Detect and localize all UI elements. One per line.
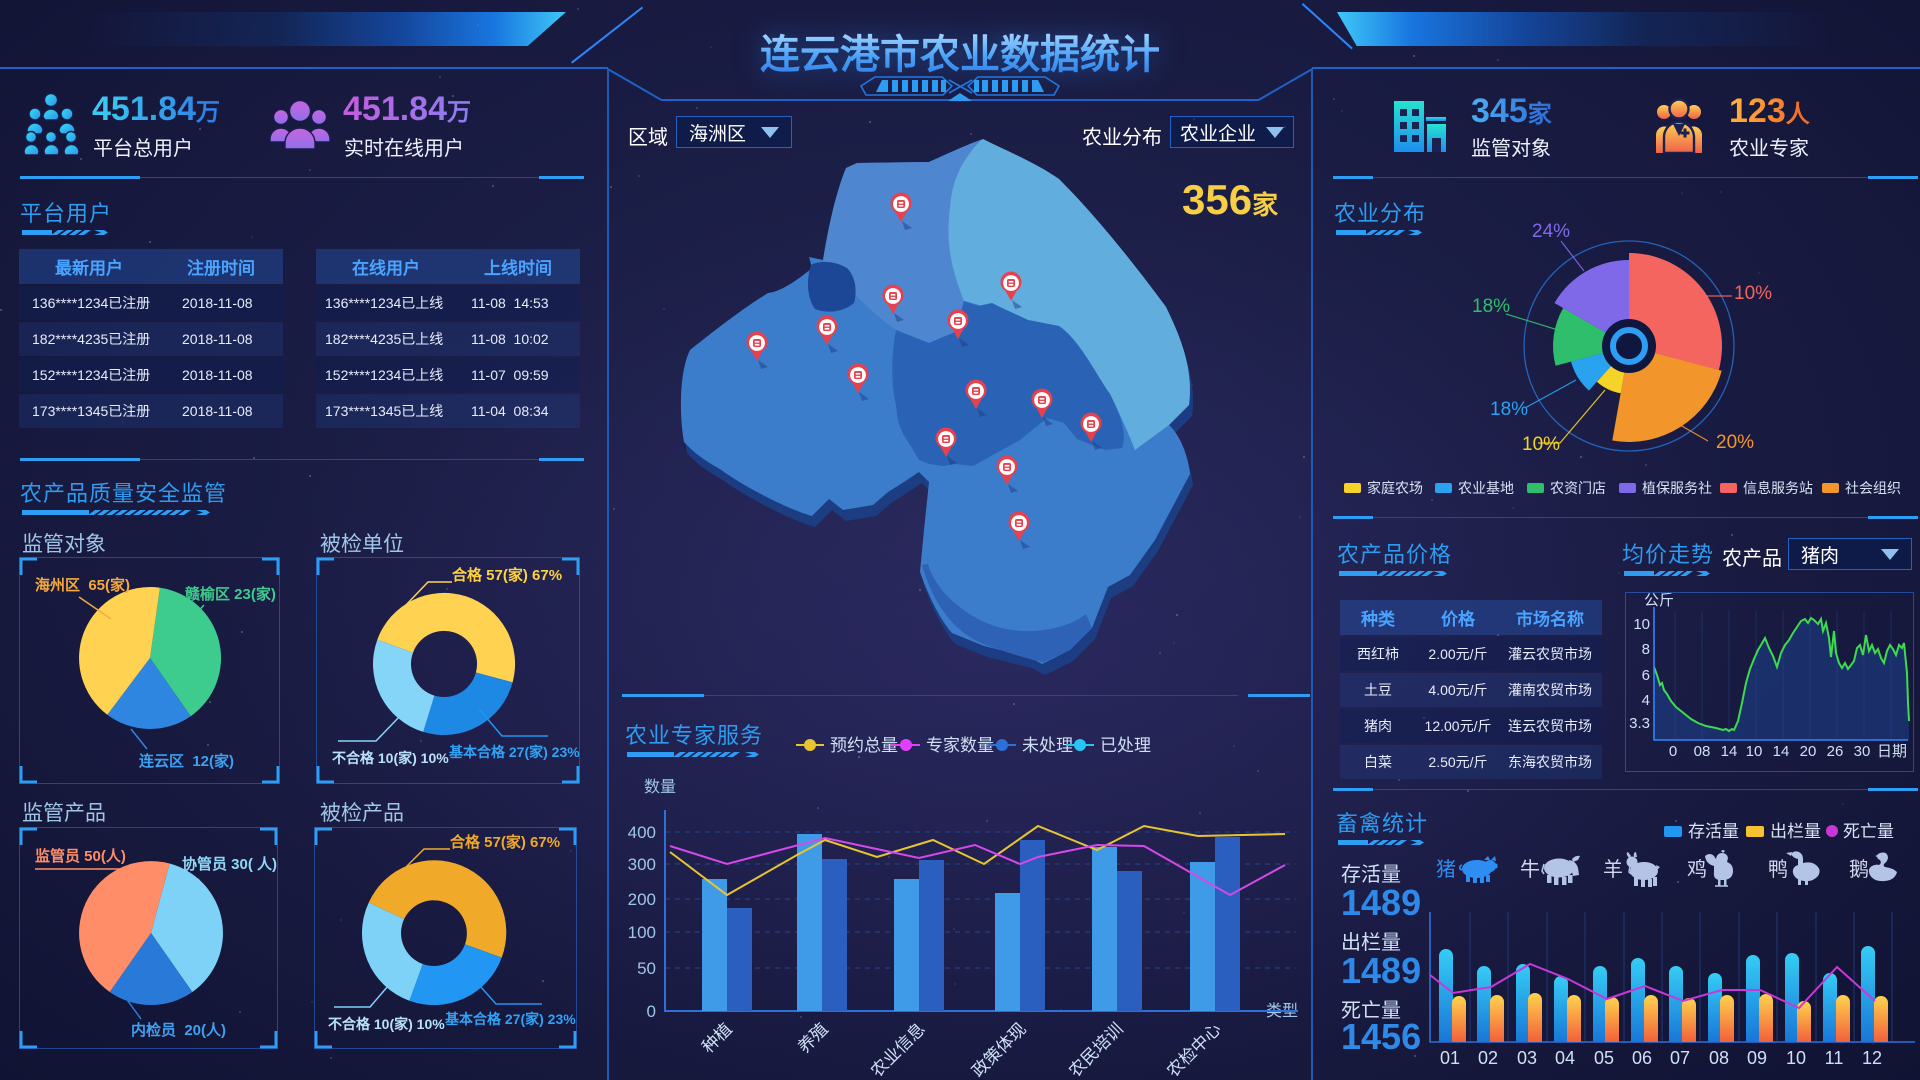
svg-text:基本合格 27(家) 23%: 基本合格 27(家) 23% — [449, 744, 580, 760]
svg-text:基本合格 27(家) 23%: 基本合格 27(家) 23% — [445, 1011, 576, 1027]
svg-text:10: 10 — [1633, 616, 1650, 633]
svg-text:预约总量: 预约总量 — [830, 736, 898, 755]
svg-text:100: 100 — [628, 923, 656, 942]
svg-text:养殖: 养殖 — [794, 1019, 831, 1056]
svg-text:出栏量: 出栏量 — [1770, 822, 1821, 841]
svg-text:合格 57(家) 67%: 合格 57(家) 67% — [451, 566, 562, 584]
svg-text:不合格 10(家) 10%: 不合格 10(家) 10% — [328, 1016, 445, 1032]
svg-text:02: 02 — [1478, 1048, 1498, 1068]
svg-text:已处理: 已处理 — [1100, 736, 1151, 755]
svg-text:公斤: 公斤 — [1644, 592, 1674, 609]
svg-text:鸡: 鸡 — [1687, 858, 1707, 881]
svg-text:合格 57(家) 67%: 合格 57(家) 67% — [449, 833, 560, 851]
svg-text:0: 0 — [1669, 743, 1677, 760]
svg-text:10: 10 — [1746, 743, 1763, 760]
svg-text:监管员 50(人): 监管员 50(人) — [35, 847, 126, 865]
svg-text:数量: 数量 — [644, 778, 676, 796]
svg-text:连云区 12(家): 连云区 12(家) — [139, 752, 234, 770]
svg-text:社会组织: 社会组织 — [1845, 480, 1901, 496]
svg-text:06: 06 — [1632, 1048, 1652, 1068]
svg-text:信息服务站: 信息服务站 — [1743, 480, 1813, 496]
svg-text:3.3: 3.3 — [1629, 715, 1650, 732]
svg-text:10%: 10% — [1734, 283, 1772, 304]
svg-text:10%: 10% — [1522, 434, 1560, 455]
svg-text:农业基地: 农业基地 — [1458, 480, 1514, 496]
svg-text:01: 01 — [1440, 1048, 1460, 1068]
svg-text:农业信息: 农业信息 — [867, 1019, 929, 1080]
svg-text:日期: 日期 — [1877, 743, 1907, 760]
svg-text:家庭农场: 家庭农场 — [1367, 480, 1423, 496]
svg-text:20: 20 — [1800, 743, 1817, 760]
svg-text:09: 09 — [1747, 1048, 1767, 1068]
svg-text:牛: 牛 — [1520, 858, 1540, 881]
svg-text:专家数量: 专家数量 — [926, 736, 994, 755]
svg-text:种植: 种植 — [698, 1019, 735, 1056]
svg-text:04: 04 — [1555, 1048, 1575, 1068]
svg-text:农检中心: 农检中心 — [1163, 1019, 1225, 1080]
svg-text:羊: 羊 — [1603, 858, 1623, 881]
svg-text:猪: 猪 — [1436, 858, 1456, 881]
svg-text:30: 30 — [1854, 743, 1871, 760]
svg-text:08: 08 — [1709, 1048, 1729, 1068]
svg-text:植保服务社: 植保服务社 — [1642, 480, 1712, 496]
svg-text:8: 8 — [1642, 641, 1650, 658]
svg-text:12: 12 — [1862, 1048, 1882, 1068]
svg-text:300: 300 — [628, 855, 656, 874]
svg-text:0: 0 — [647, 1002, 656, 1021]
svg-text:200: 200 — [628, 890, 656, 909]
svg-text:03: 03 — [1517, 1048, 1537, 1068]
svg-text:08: 08 — [1694, 743, 1711, 760]
svg-text:存活量: 存活量 — [1688, 822, 1739, 841]
svg-text:鸭: 鸭 — [1768, 858, 1788, 881]
svg-text:18%: 18% — [1472, 296, 1510, 317]
svg-text:10: 10 — [1786, 1048, 1806, 1068]
svg-text:400: 400 — [628, 823, 656, 842]
svg-text:26: 26 — [1827, 743, 1844, 760]
svg-text:政策体现: 政策体现 — [968, 1019, 1030, 1080]
svg-text:18%: 18% — [1490, 399, 1528, 420]
svg-text:未处理: 未处理 — [1022, 736, 1073, 755]
svg-text:协管员 30( 人): 协管员 30( 人) — [182, 855, 277, 873]
svg-text:农民培训: 农民培训 — [1065, 1019, 1127, 1080]
svg-text:20%: 20% — [1716, 432, 1754, 453]
svg-text:海州区 65(家): 海州区 65(家) — [35, 576, 130, 594]
svg-text:赣榆区 23(家): 赣榆区 23(家) — [185, 585, 276, 603]
svg-text:50: 50 — [637, 959, 656, 978]
svg-text:不合格 10(家) 10%: 不合格 10(家) 10% — [332, 750, 449, 766]
svg-text:死亡量: 死亡量 — [1843, 822, 1894, 841]
svg-text:11: 11 — [1825, 1048, 1844, 1068]
svg-text:鹅: 鹅 — [1849, 858, 1869, 881]
svg-text:14: 14 — [1773, 743, 1790, 760]
svg-text:6: 6 — [1642, 667, 1650, 684]
svg-text:14: 14 — [1721, 743, 1738, 760]
svg-text:农资门店: 农资门店 — [1550, 480, 1606, 496]
svg-text:24%: 24% — [1532, 221, 1570, 242]
svg-text:4: 4 — [1642, 692, 1650, 709]
svg-text:05: 05 — [1594, 1048, 1614, 1068]
svg-text:07: 07 — [1670, 1048, 1690, 1068]
svg-text:内检员 20(人): 内检员 20(人) — [131, 1021, 226, 1039]
